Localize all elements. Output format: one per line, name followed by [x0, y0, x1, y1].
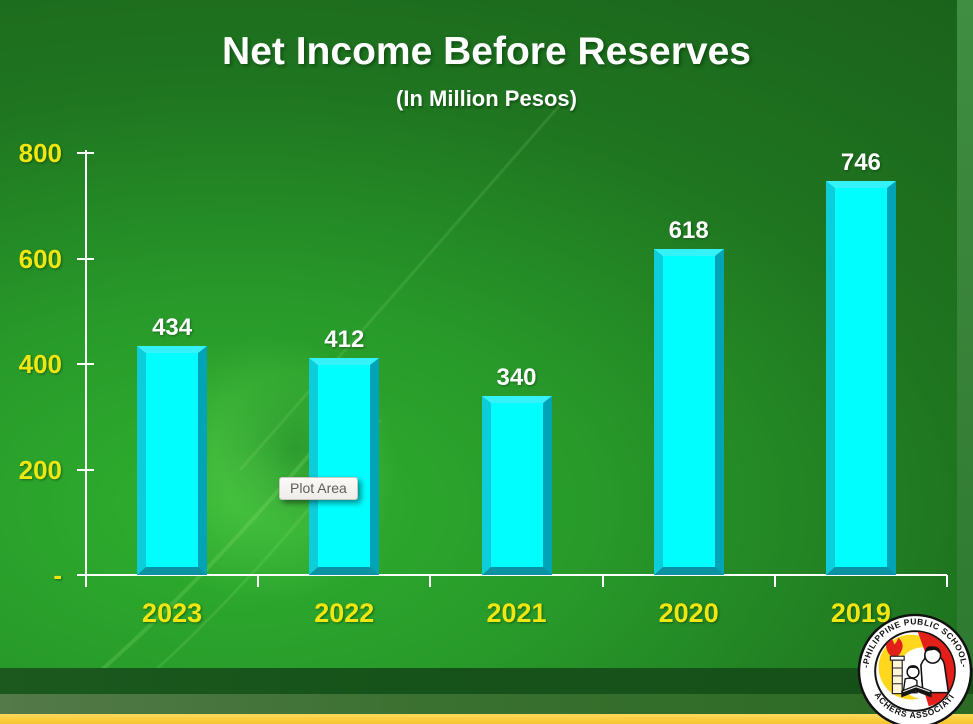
y-axis-label: 400	[18, 349, 62, 379]
x-axis-label-2021: 2021	[486, 598, 547, 628]
teachers-association-logo: -PHILIPPINE PUBLIC SCHOOL- TEACHERS ASSO…	[857, 613, 973, 724]
y-axis-line	[85, 150, 87, 587]
logo-child-hair	[907, 665, 919, 671]
bar-value-label: 618	[668, 217, 709, 244]
y-axis-tick	[77, 363, 94, 365]
logo-torch-column	[891, 659, 903, 695]
bar-value-label: 434	[152, 314, 193, 342]
chart-title: Net Income Before Reserves	[222, 30, 751, 73]
x-axis-tick	[946, 575, 948, 587]
x-axis-label-2022: 2022	[314, 598, 375, 628]
bar-value-label: 340	[496, 363, 537, 391]
x-axis-label-2023: 2023	[142, 598, 203, 628]
plot-area-tooltip: Plot Area	[279, 477, 358, 500]
bar-2020[interactable]	[653, 249, 724, 575]
x-axis-tick	[773, 575, 776, 587]
y-axis-label: 800	[18, 138, 62, 168]
y-axis-tick	[77, 468, 94, 471]
bar-value-label: 746	[840, 149, 881, 177]
x-axis-label-2019: 2019	[830, 598, 891, 628]
logo-emblem	[878, 631, 955, 707]
bar-value-label: 412	[324, 325, 365, 353]
y-axis-label: 600	[18, 243, 62, 274]
bar-2019[interactable]	[825, 181, 896, 575]
x-axis-tick	[85, 575, 87, 587]
y-axis-label: -	[53, 560, 62, 590]
bottom-stripe-dark-green	[0, 668, 973, 694]
x-axis-line	[85, 574, 947, 576]
logo-teacher-hair	[924, 646, 941, 656]
bottom-stripe-yellow	[0, 714, 973, 724]
bottom-stripe-mid-green	[0, 694, 973, 714]
logo-torch-flame	[886, 637, 903, 658]
x-axis-label-2020: 2020	[658, 598, 719, 628]
logo-book	[901, 684, 932, 698]
bar-2022[interactable]	[309, 357, 380, 575]
x-axis-tick	[601, 575, 604, 587]
y-axis-tick	[77, 152, 94, 154]
y-axis-label: 200	[18, 454, 62, 485]
right-edge-band	[957, 0, 973, 670]
chart-subtitle: (In Million Pesos)	[396, 86, 577, 111]
bar-2023[interactable]	[137, 346, 208, 575]
bar-2021[interactable]	[481, 395, 552, 575]
y-axis-tick	[77, 257, 94, 260]
x-axis-tick	[429, 575, 432, 587]
x-axis-tick	[257, 575, 260, 587]
